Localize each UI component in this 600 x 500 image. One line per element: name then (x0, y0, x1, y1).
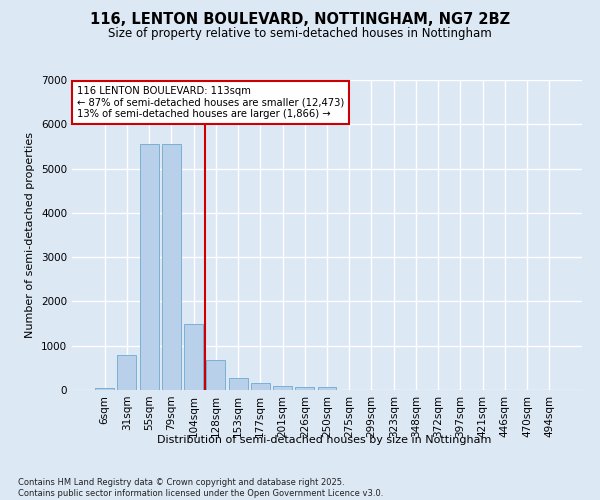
Bar (118, 354, 136, 390)
Bar (184, 324, 203, 390)
Bar (206, 360, 225, 390)
Bar (162, 144, 181, 390)
Bar (140, 144, 158, 390)
Text: Contains HM Land Registry data © Crown copyright and database right 2025.
Contai: Contains HM Land Registry data © Crown c… (18, 478, 383, 498)
Bar (295, 387, 314, 390)
Y-axis label: Number of semi-detached properties: Number of semi-detached properties (25, 132, 35, 338)
Bar (229, 378, 248, 390)
Text: 116 LENTON BOULEVARD: 113sqm
← 87% of semi-detached houses are smaller (12,473)
: 116 LENTON BOULEVARD: 113sqm ← 87% of se… (77, 86, 344, 120)
Bar (251, 383, 270, 390)
Bar (273, 386, 292, 390)
Bar (317, 387, 337, 390)
Text: 116, LENTON BOULEVARD, NOTTINGHAM, NG7 2BZ: 116, LENTON BOULEVARD, NOTTINGHAM, NG7 2… (90, 12, 510, 28)
Text: Distribution of semi-detached houses by size in Nottingham: Distribution of semi-detached houses by … (157, 435, 491, 445)
Bar (95, 388, 114, 390)
Text: Size of property relative to semi-detached houses in Nottingham: Size of property relative to semi-detach… (108, 28, 492, 40)
